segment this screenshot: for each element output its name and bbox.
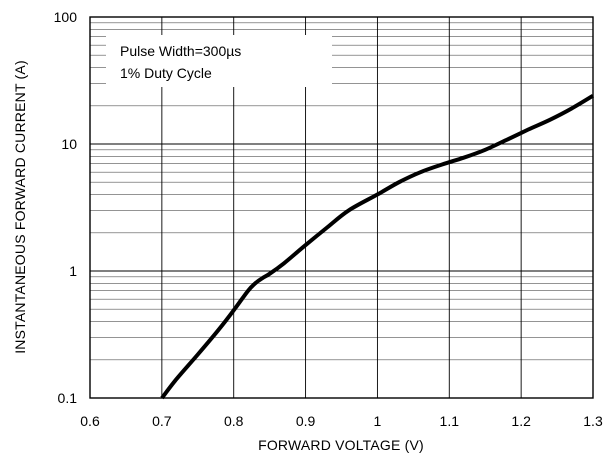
- x-tick-label: 1.3: [583, 413, 603, 429]
- x-tick-labels: 0.6 0.7 0.8 0.9 1 1.1 1.2 1.3: [80, 413, 603, 429]
- annotation-duty-cycle: 1% Duty Cycle: [120, 65, 212, 81]
- y-tick-label: 0.1: [58, 390, 78, 406]
- y-tick-label: 100: [54, 9, 78, 25]
- x-axis-title: FORWARD VOLTAGE (V): [258, 437, 424, 453]
- x-tick-label: 0.8: [224, 413, 244, 429]
- plot-frame: [89, 16, 594, 399]
- x-tick-label: 1.1: [440, 413, 460, 429]
- y-tick-labels: 0.1 1 10 100: [54, 9, 78, 406]
- x-tick-label: 0.7: [152, 413, 172, 429]
- annotation-box: Pulse Width=300µs 1% Duty Cycle: [106, 35, 332, 87]
- annotation-pulse-width: Pulse Width=300µs: [120, 43, 241, 59]
- annotation-background: [106, 35, 332, 87]
- y-axis-title: INSTANTANEOUS FORWARD CURRENT (A): [12, 60, 28, 354]
- x-tick-label: 1: [374, 413, 382, 429]
- y-tick-label: 1: [69, 263, 77, 279]
- series-line: [160, 93, 595, 400]
- x-tick-label: 0.6: [80, 413, 100, 429]
- series-layer: [160, 93, 595, 400]
- y-tick-label: 10: [61, 136, 77, 152]
- x-tick-label: 0.9: [296, 413, 316, 429]
- minor-grid: [90, 22, 593, 361]
- x-tick-label: 1.2: [511, 413, 531, 429]
